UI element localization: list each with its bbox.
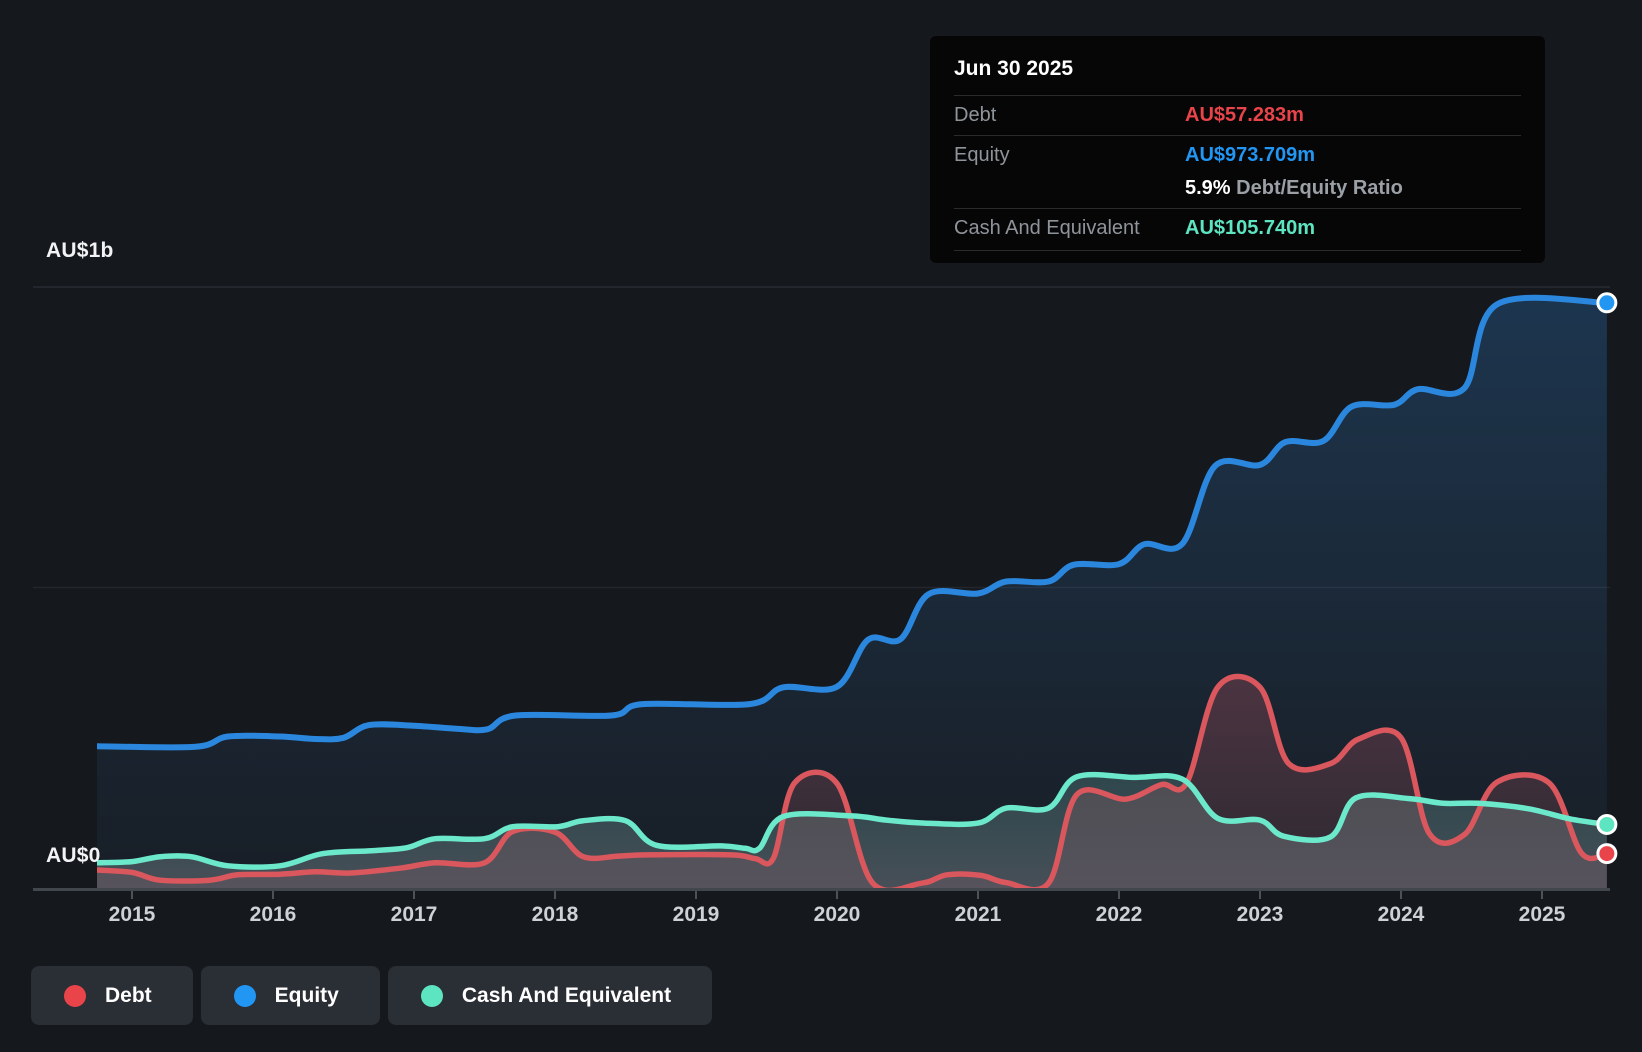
tooltip-row-cash: Cash And Equivalent AU$105.740m <box>954 208 1521 251</box>
legend-label: Debt <box>105 983 152 1007</box>
legend-label: Equity <box>274 983 339 1007</box>
tooltip-date: Jun 30 2025 <box>954 57 1074 80</box>
equity-end-marker <box>1596 292 1618 314</box>
tooltip-ratio-label: Debt/Equity Ratio <box>1236 177 1403 199</box>
tooltip-ratio: 5.9% Debt/Equity Ratio <box>1185 177 1521 200</box>
equity-legend-dot-icon <box>233 984 256 1007</box>
legend-item-equity[interactable]: Equity <box>200 966 380 1025</box>
debt-area-fill <box>97 676 1607 889</box>
tooltip-cash-value: AU$105.740m <box>1185 217 1316 239</box>
x-axis-label-2015: 2015 <box>108 903 156 926</box>
chart-legend: Debt Equity Cash And Equivalent <box>31 966 713 1025</box>
debt-end-marker <box>1596 843 1618 865</box>
y-axis-label-0: AU$0 <box>46 844 101 867</box>
cash-line <box>97 771 1610 870</box>
x-axis-label-2019: 2019 <box>672 903 720 926</box>
debt-legend-dot-icon <box>64 984 86 1007</box>
x-axis-label-2020: 2020 <box>813 903 861 926</box>
debt-line <box>97 673 1610 889</box>
x-axis-label-2022: 2022 <box>1095 903 1143 926</box>
equity-line <box>97 294 1610 751</box>
x-axis-label-2018: 2018 <box>531 903 579 926</box>
cash-legend-dot-icon <box>420 984 443 1007</box>
legend-item-cash[interactable]: Cash And Equivalent <box>387 966 713 1025</box>
x-axis <box>33 888 1610 899</box>
tooltip-cash-label: Cash And Equivalent <box>954 217 1140 239</box>
tooltip-ratio-value: 5.9% <box>1185 177 1231 199</box>
series-fills <box>97 297 1607 889</box>
x-axis-label-2024: 2024 <box>1377 903 1425 926</box>
tooltip-debt-value: AU$57.283m <box>1185 104 1304 126</box>
x-axis-label-2021: 2021 <box>954 903 1002 926</box>
tooltip-equity-value: AU$973.709m <box>1185 144 1316 166</box>
series-end-markers <box>1596 292 1618 865</box>
legend-label: Cash And Equivalent <box>461 983 672 1007</box>
x-axis-label-2025: 2025 <box>1518 903 1566 926</box>
series-lines <box>97 294 1610 889</box>
y-axis-label-1b: AU$1b <box>46 239 114 262</box>
tooltip-debt-label: Debt <box>954 104 997 126</box>
legend-item-debt[interactable]: Debt <box>31 966 193 1025</box>
tooltip-row-equity: Equity AU$973.709m <box>954 135 1521 175</box>
x-axis-label-2017: 2017 <box>390 903 438 926</box>
cash-end-marker <box>1596 813 1618 835</box>
tooltip-row-ratio: 5.9% Debt/Equity Ratio <box>954 175 1521 208</box>
chart-tooltip: Jun 30 2025 Debt AU$57.283m Equity AU$97… <box>930 36 1545 263</box>
tooltip-row-debt: Debt AU$57.283m <box>954 95 1521 135</box>
x-axis-label-2016: 2016 <box>249 903 297 926</box>
tooltip-equity-label: Equity <box>954 144 1010 166</box>
x-axis-label-2023: 2023 <box>1236 903 1284 926</box>
